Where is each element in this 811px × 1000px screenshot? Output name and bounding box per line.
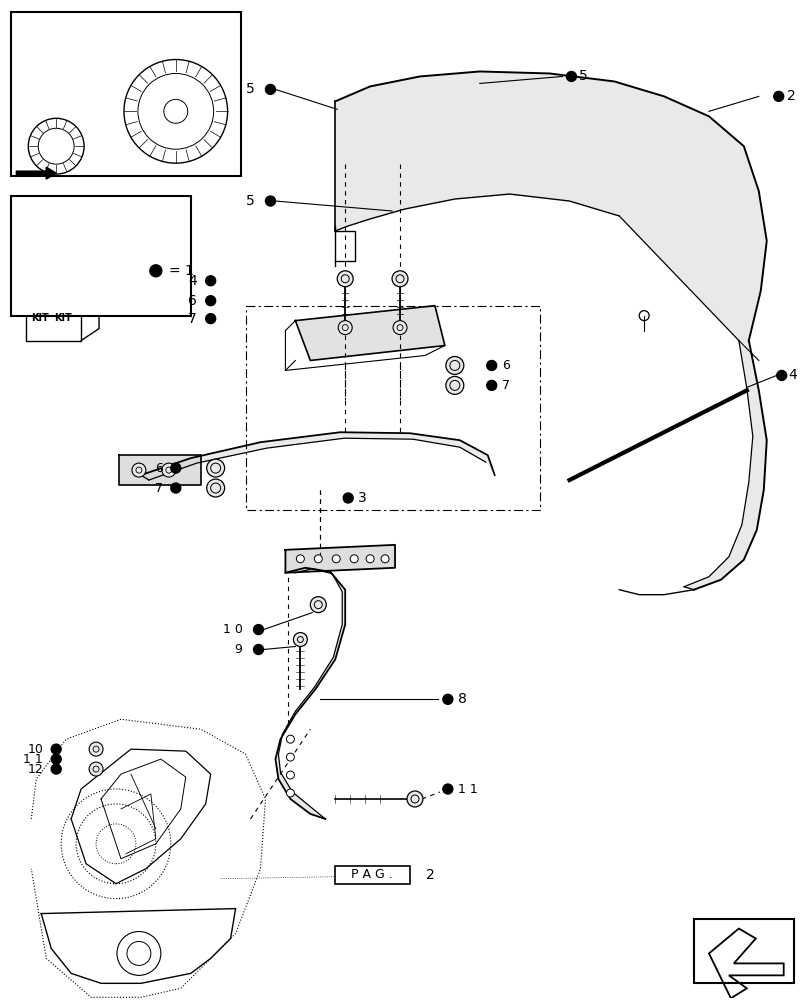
Text: 6: 6 (501, 359, 509, 372)
Bar (693, 919, 792, 983)
Polygon shape (275, 568, 345, 819)
Bar (11, 196, 191, 316)
Text: 5: 5 (579, 69, 587, 83)
Text: KIT: KIT (54, 313, 72, 323)
Text: 7: 7 (155, 482, 163, 495)
Circle shape (486, 380, 496, 390)
Circle shape (380, 555, 388, 563)
Circle shape (51, 764, 61, 774)
Text: P A G .: P A G . (351, 868, 393, 881)
Circle shape (776, 370, 786, 380)
Text: KIT: KIT (32, 313, 49, 323)
Circle shape (207, 479, 225, 497)
Circle shape (150, 265, 161, 277)
Circle shape (392, 271, 407, 287)
Text: 1 1: 1 1 (24, 753, 43, 766)
Text: 1 1: 1 1 (457, 783, 477, 796)
Text: 5: 5 (246, 82, 254, 96)
Text: 3: 3 (358, 491, 367, 505)
Polygon shape (119, 455, 200, 485)
Circle shape (445, 376, 463, 394)
Text: 7: 7 (187, 312, 196, 326)
Text: 12: 12 (28, 763, 43, 776)
Text: = 1: = 1 (169, 264, 194, 278)
Circle shape (286, 735, 294, 743)
Circle shape (286, 753, 294, 761)
Circle shape (773, 91, 783, 101)
Circle shape (332, 555, 340, 563)
Circle shape (350, 555, 358, 563)
Circle shape (89, 742, 103, 756)
Circle shape (253, 645, 263, 654)
Polygon shape (141, 432, 494, 480)
Circle shape (170, 483, 181, 493)
Circle shape (338, 321, 352, 335)
Circle shape (442, 694, 453, 704)
Text: 4: 4 (787, 368, 796, 382)
Text: 6: 6 (187, 294, 196, 308)
Text: 2: 2 (425, 868, 434, 882)
Circle shape (205, 276, 216, 286)
Circle shape (51, 744, 61, 754)
Circle shape (205, 314, 216, 324)
Polygon shape (16, 167, 56, 179)
Polygon shape (295, 306, 444, 360)
Circle shape (170, 463, 181, 473)
Circle shape (131, 463, 146, 477)
Circle shape (293, 633, 307, 646)
Circle shape (286, 789, 294, 797)
Text: 2: 2 (786, 89, 795, 103)
Circle shape (366, 555, 374, 563)
Circle shape (445, 356, 463, 374)
Circle shape (207, 459, 225, 477)
Text: 9: 9 (234, 643, 242, 656)
Text: 5: 5 (246, 194, 254, 208)
Circle shape (51, 754, 61, 764)
Polygon shape (335, 71, 766, 590)
Circle shape (310, 597, 326, 613)
Circle shape (406, 791, 423, 807)
Polygon shape (285, 545, 394, 573)
Circle shape (265, 196, 275, 206)
Text: 6: 6 (155, 462, 163, 475)
Circle shape (343, 493, 353, 503)
Circle shape (253, 625, 263, 635)
Text: 8: 8 (457, 692, 466, 706)
Circle shape (296, 555, 304, 563)
Text: 4: 4 (187, 274, 196, 288)
Circle shape (286, 771, 294, 779)
Text: 10: 10 (28, 743, 43, 756)
Circle shape (393, 321, 406, 335)
Circle shape (314, 555, 322, 563)
Circle shape (337, 271, 353, 287)
Circle shape (442, 784, 453, 794)
Circle shape (205, 296, 216, 306)
Circle shape (161, 463, 175, 477)
Text: 1 0: 1 0 (222, 623, 242, 636)
Bar (335, 866, 410, 884)
Text: 7: 7 (501, 379, 509, 392)
Circle shape (566, 71, 576, 81)
Bar (11, 12, 240, 176)
Circle shape (265, 84, 275, 94)
Circle shape (89, 762, 103, 776)
Circle shape (486, 360, 496, 370)
